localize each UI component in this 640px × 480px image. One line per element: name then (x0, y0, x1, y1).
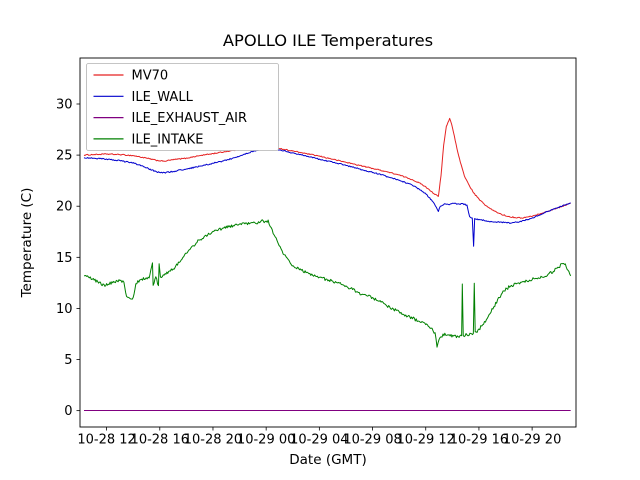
x-tick-label: 10-29 20 (503, 433, 561, 448)
y-tick-label: 25 (56, 149, 73, 164)
legend-item: ILE_EXHAUST_AIR (93, 111, 248, 126)
x-tick-label: 10-28 20 (184, 433, 242, 448)
x-tick-label: 10-28 16 (131, 433, 189, 448)
y-tick-label: 30 (56, 97, 73, 112)
chart-title: APOLLO ILE Temperatures (223, 31, 433, 50)
axes-spines (79, 57, 577, 428)
legend: MV70 ILE_WALL ILE_EXHAUST_AIR ILE_INTAKE (86, 63, 279, 151)
legend-box (86, 63, 279, 151)
x-tick-label: 10-29 00 (237, 433, 295, 448)
x-tick-label: 10-29 16 (450, 433, 508, 448)
legend-label: ILE_EXHAUST_AIR (132, 111, 248, 126)
x-tick-label: 10-29 08 (343, 433, 401, 448)
y-tick-label: 20 (56, 200, 73, 215)
y-tick-label: 0 (64, 404, 72, 419)
series-line-ile-wall (83, 146, 571, 247)
y-tick-label: 15 (56, 251, 73, 266)
y-tick-label: 10 (56, 302, 73, 317)
x-tick-label: 10-29 12 (397, 433, 455, 448)
series-line-ile-intake (83, 219, 572, 348)
legend-label: ILE_INTAKE (132, 132, 204, 147)
y-axis-label: Temperature (C) (19, 188, 35, 299)
x-tick-label: 10-28 12 (77, 433, 135, 448)
series-layer (83, 117, 572, 411)
y-tick-label: 5 (64, 353, 72, 368)
legend-label: ILE_WALL (132, 90, 194, 105)
legend-item: MV70 (93, 69, 169, 84)
legend-item: ILE_WALL (93, 90, 194, 105)
legend-label: MV70 (132, 69, 169, 84)
x-axis-label: Date (GMT) (289, 452, 366, 468)
legend-item: ILE_INTAKE (93, 132, 204, 147)
x-tick-label: 10-29 04 (290, 433, 348, 448)
series-line-mv70 (83, 117, 571, 219)
